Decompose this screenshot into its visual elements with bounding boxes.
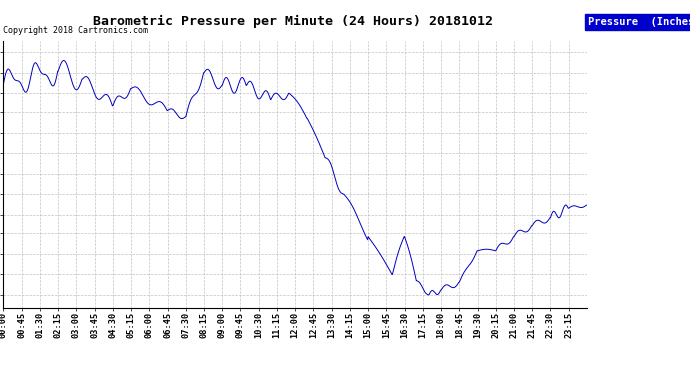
- Text: Copyright 2018 Cartronics.com: Copyright 2018 Cartronics.com: [3, 26, 148, 35]
- Text: Pressure  (Inches/Hg): Pressure (Inches/Hg): [588, 17, 690, 27]
- Text: Barometric Pressure per Minute (24 Hours) 20181012: Barometric Pressure per Minute (24 Hours…: [93, 15, 493, 28]
